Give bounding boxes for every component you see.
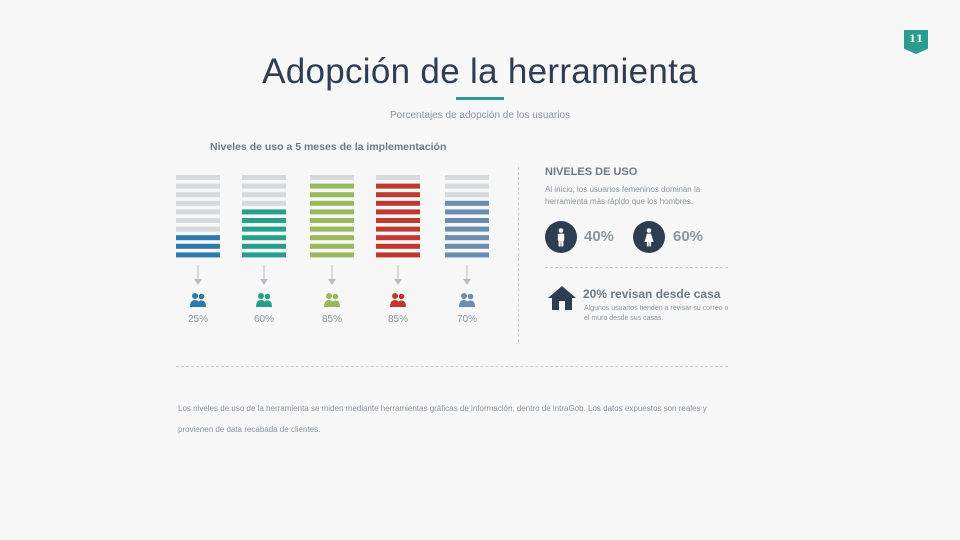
bar-3-segment-5	[310, 209, 354, 215]
bar-3-segment-10	[310, 252, 354, 258]
bar-4-segment-8	[376, 235, 420, 241]
bar-4-segment-9	[376, 243, 420, 249]
bar-4	[376, 175, 420, 258]
bar-4-segment-1	[376, 175, 420, 180]
bar-1-label: 25%	[188, 314, 208, 325]
bar-2-segment-1	[242, 175, 286, 180]
bar-2-segment-4	[242, 200, 286, 206]
bar-2-segment-8	[242, 235, 286, 241]
bar-5-segment-8	[445, 235, 489, 241]
bar-1-segment-9	[176, 243, 220, 249]
bar-5-label: 70%	[457, 314, 477, 325]
bar-3-segment-3	[310, 192, 354, 198]
bar-4-segment-5	[376, 209, 420, 215]
female-percentage: 60%	[673, 228, 704, 245]
bar-4-segment-6	[376, 218, 420, 223]
bar-3-segment-7	[310, 226, 354, 232]
bar-3-label: 85%	[322, 314, 342, 325]
bar-1-segment-4	[176, 200, 220, 206]
bar-4-segment-3	[376, 192, 420, 198]
bar-5-segment-10	[445, 252, 489, 258]
bar-2-segment-10	[242, 252, 286, 258]
bar-1-segment-1	[176, 175, 220, 180]
bar-5-segment-9	[445, 243, 489, 249]
users-icon	[324, 293, 340, 307]
bar-3-segment-9	[310, 243, 354, 249]
bar-1-segment-6	[176, 218, 220, 223]
bar-3-segment-6	[310, 218, 354, 223]
niveles-description: Al inicio, los usuarios femeninos domina…	[545, 185, 701, 206]
bar-2-segment-7	[242, 226, 286, 232]
bar-2-segment-9	[242, 243, 286, 249]
page-subtitle: Porcentajes de adopción de los usuarios	[389, 110, 571, 121]
bar-3	[310, 175, 354, 258]
bar-2-segment-2	[242, 183, 286, 189]
bar-5-segment-4	[445, 200, 489, 206]
right-divider	[545, 267, 728, 268]
female-icon	[633, 221, 665, 253]
users-icon	[256, 293, 272, 307]
bar-3-segment-1	[310, 175, 354, 180]
arrow-down-icon	[328, 279, 336, 285]
bar-5-segment-7	[445, 226, 489, 232]
bar-1-segment-2	[176, 183, 220, 189]
bar-3-segment-2	[310, 183, 354, 189]
arrow-down-icon	[394, 279, 402, 285]
bar-3-segment-4	[310, 200, 354, 206]
arrow-down-icon	[463, 279, 471, 285]
niveles-title: NIVELES DE USO	[545, 166, 638, 178]
bar-3-segment-8	[310, 235, 354, 241]
bar-5-segment-6	[445, 218, 489, 223]
bar-1-segment-8	[176, 235, 220, 241]
bar-5-segment-3	[445, 192, 489, 198]
bar-4-segment-10	[376, 252, 420, 258]
bar-5	[445, 175, 489, 258]
bottom-divider	[176, 366, 728, 367]
bar-2-label: 60%	[254, 314, 274, 325]
home-review-title: 20% revisan desde casa	[583, 287, 721, 301]
bar-4-label: 85%	[388, 314, 408, 325]
male-percentage: 40%	[584, 228, 615, 245]
bar-1-segment-7	[176, 226, 220, 232]
bar-5-segment-2	[445, 183, 489, 189]
page-title: Adopción de la herramienta	[262, 52, 698, 91]
page-number-badge: 11	[904, 30, 928, 54]
bar-1-segment-3	[176, 192, 220, 198]
bar-2-segment-5	[242, 209, 286, 215]
bar-5-segment-1	[445, 175, 489, 180]
arrow-down-icon	[194, 279, 202, 285]
arrow-down-icon	[260, 279, 268, 285]
chart-title: Niveles de uso a 5 meses de la implement…	[210, 141, 447, 153]
bar-2	[242, 175, 286, 258]
bar-5-segment-5	[445, 209, 489, 215]
male-icon	[545, 221, 577, 253]
bar-4-segment-2	[376, 183, 420, 189]
bar-4-segment-4	[376, 200, 420, 206]
bar-2-segment-6	[242, 218, 286, 223]
footnote: Los niveles de uso de la herramienta se …	[178, 404, 707, 434]
users-icon	[390, 293, 406, 307]
users-icon	[459, 293, 475, 307]
bar-2-segment-3	[242, 192, 286, 198]
title-underline	[456, 97, 504, 100]
bar-1-segment-10	[176, 252, 220, 258]
bar-1-segment-5	[176, 209, 220, 215]
house-icon	[548, 286, 576, 310]
vertical-divider	[518, 167, 519, 342]
bar-4-segment-7	[376, 226, 420, 232]
bar-1	[176, 175, 220, 258]
home-review-description: Algunos usuarios tienden a revisar su co…	[584, 305, 729, 322]
users-icon	[190, 293, 206, 307]
